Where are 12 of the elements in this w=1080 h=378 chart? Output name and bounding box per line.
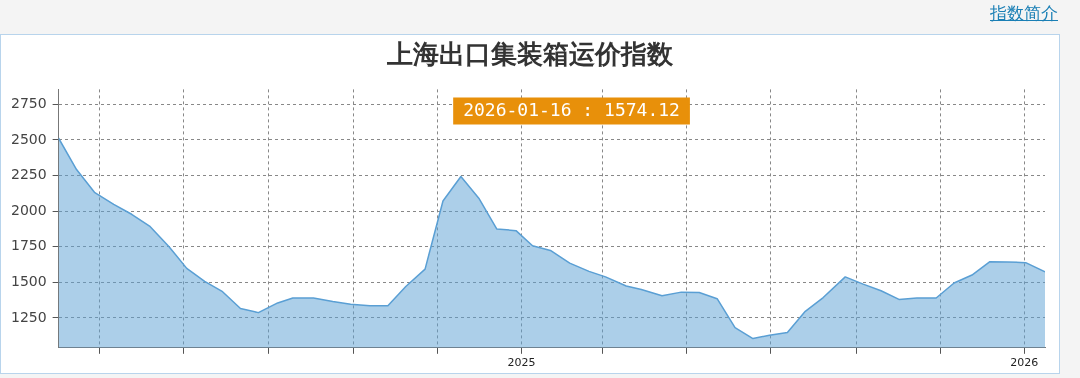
annotation: 2026-01-16 : 1574.12 [463,99,680,121]
x-tick-label: 2025 [507,356,536,370]
y-tick-label: 1250 [10,308,47,325]
y-tick-label: 1500 [10,272,47,289]
y-tick-label: 1750 [10,237,47,254]
y-tick-label: 2250 [10,166,47,183]
y-tick-label: 2750 [10,94,47,111]
y-tick-label: 2000 [10,201,47,218]
chart-title: 上海出口集装箱运价指数 [386,38,674,71]
text: 指数简介 [990,2,1058,25]
y-tick-label: 2500 [10,130,47,147]
x-tick-label: 2026 [1010,356,1039,370]
